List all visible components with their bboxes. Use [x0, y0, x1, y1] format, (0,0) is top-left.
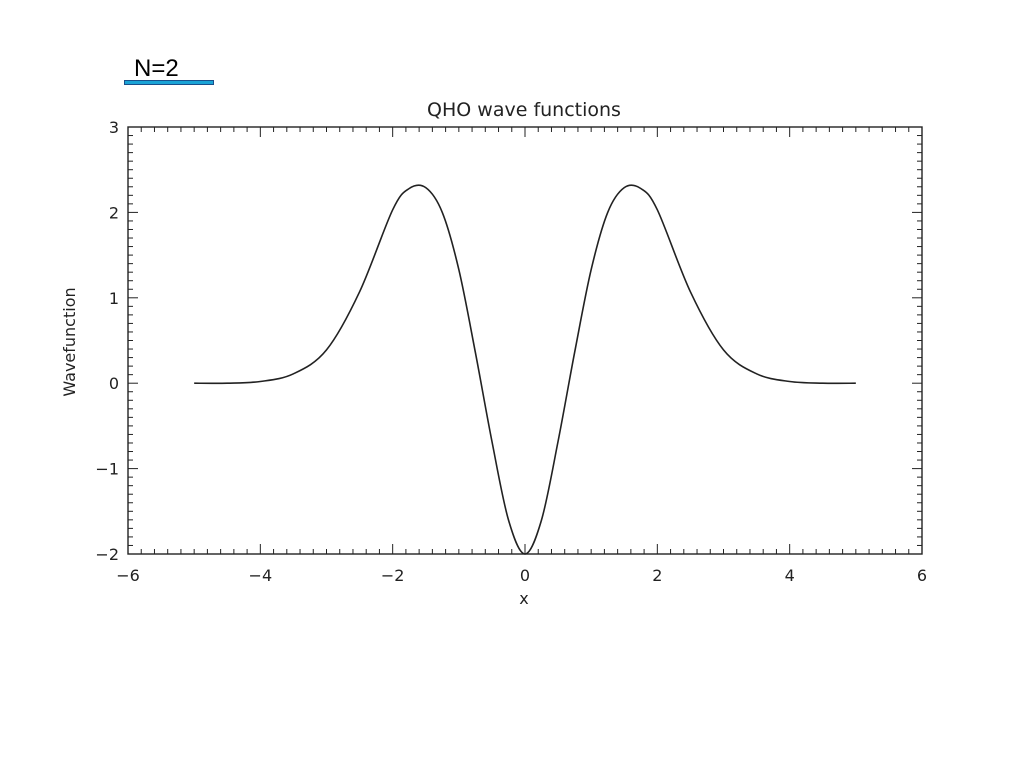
plot-frame: [127, 126, 923, 555]
series-line: [194, 184, 856, 555]
y-tick-label: 1: [109, 289, 119, 308]
tick-labels: −6 −4 −2 0 2 4 6 −2 −1 0 1 2 3: [95, 118, 927, 585]
y-tick-label: −2: [95, 545, 119, 564]
axis-ticks: [127, 126, 923, 555]
chart-title: QHO wave functions: [427, 99, 621, 121]
x-tick-label: 2: [652, 566, 662, 585]
x-tick-label: −2: [381, 566, 405, 585]
y-axis-label: Wavefunction: [60, 287, 79, 396]
label-underline-bar: [124, 80, 214, 85]
x-axis-label: x: [519, 589, 528, 608]
y-tick-label: 3: [109, 118, 119, 137]
x-tick-label: 0: [520, 566, 530, 585]
y-tick-label: −1: [95, 460, 119, 479]
plot-border: [127, 126, 923, 555]
x-tick-label: 4: [785, 566, 795, 585]
x-tick-label: 6: [917, 566, 927, 585]
x-tick-label: −6: [116, 566, 140, 585]
y-tick-label: 2: [109, 203, 119, 222]
slide-label: N=2: [134, 55, 179, 82]
y-tick-label: 0: [109, 374, 119, 393]
x-tick-label: −4: [249, 566, 273, 585]
